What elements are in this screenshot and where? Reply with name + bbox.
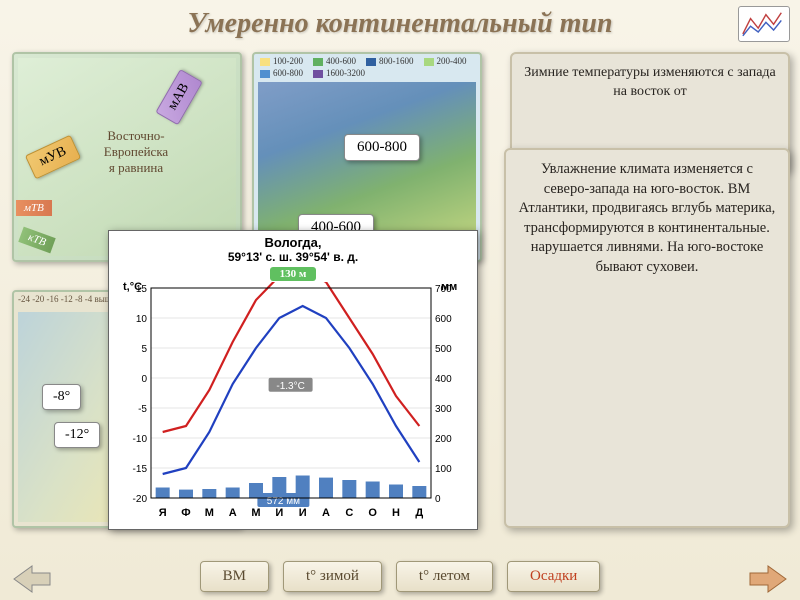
svg-text:-1.3°C: -1.3°C [276,381,304,392]
button-row: ВМ t° зимой t° летом Осадки [0,561,800,592]
precip-badge: 600-800 [344,134,420,161]
temp-legend: -24 -20 -16 -12 -8 -4 выше [18,294,116,304]
svg-text:200: 200 [435,434,452,445]
climo-city: Вологда, [109,231,477,250]
svg-text:100: 100 [435,464,452,475]
region-label: Восточно- Европейска я равнина [76,128,196,176]
svg-text:М: М [251,507,260,519]
svg-text:5: 5 [141,344,147,355]
svg-text:600: 600 [435,314,452,325]
climograph-panel: Вологда, 59°13' с. ш. 39°54' в. д. 130 м… [108,230,478,530]
svg-text:А: А [322,507,330,519]
btn-winter[interactable]: t° зимой [283,561,382,592]
svg-text:500: 500 [435,344,452,355]
svg-text:-5: -5 [138,404,147,415]
svg-text:0: 0 [141,374,147,385]
prev-arrow-icon[interactable] [12,564,52,594]
svg-text:700: 700 [435,284,452,295]
svg-text:Ф: Ф [181,507,190,519]
svg-text:И: И [299,507,307,519]
svg-text:С: С [345,507,353,519]
svg-text:Я: Я [159,507,167,519]
next-arrow-icon[interactable] [748,564,788,594]
precip-legend: 100-200 400-600 800-1600 200-400 600-800… [260,56,474,78]
thumbnail-icon[interactable] [738,6,790,42]
climograph-chart: t,°Cмм151050-5-10-15-2070060050040030020… [113,282,473,522]
arrow-mtv: мТВ [16,200,52,216]
btn-precip[interactable]: Осадки [507,561,600,592]
text-panel-precip: Увлажнение климата изменяется с северо-з… [504,148,790,528]
svg-text:Д: Д [415,507,423,519]
btn-summer[interactable]: t° летом [396,561,493,592]
btn-bm[interactable]: ВМ [200,561,269,592]
svg-text:400: 400 [435,374,452,385]
svg-text:10: 10 [136,314,148,325]
svg-text:О: О [368,507,377,519]
svg-text:15: 15 [136,284,148,295]
temp-badge: -12° [54,422,100,448]
svg-text:Н: Н [392,507,400,519]
svg-text:300: 300 [435,404,452,415]
svg-text:И: И [275,507,283,519]
svg-text:-10: -10 [133,434,148,445]
altitude-badge: 130 м [270,267,317,281]
svg-text:-20: -20 [133,494,148,505]
climo-coords: 59°13' с. ш. 39°54' в. д. [109,250,477,264]
svg-text:А: А [229,507,237,519]
page-title: Умеренно континентальный тип [0,0,800,44]
svg-text:-15: -15 [133,464,148,475]
svg-text:0: 0 [435,494,441,505]
svg-text:М: М [205,507,214,519]
temp-badge: -8° [42,384,81,410]
